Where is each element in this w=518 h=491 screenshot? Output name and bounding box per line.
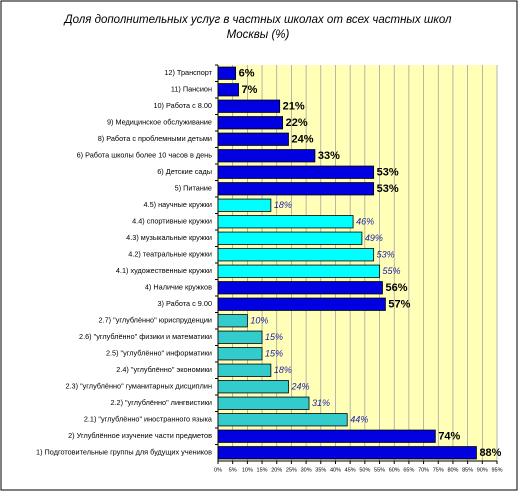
x-tick-label: 40% bbox=[330, 467, 341, 473]
bar bbox=[217, 314, 248, 328]
data-label: 55% bbox=[383, 266, 401, 276]
data-label: 15% bbox=[265, 349, 283, 359]
bar bbox=[217, 198, 272, 212]
data-label: 33% bbox=[318, 150, 340, 162]
x-tick-label: 50% bbox=[359, 467, 370, 473]
y-tick-label: 4.2) театральные кружки bbox=[128, 250, 212, 259]
bar bbox=[217, 116, 284, 130]
data-label: 57% bbox=[388, 299, 410, 311]
y-tick-label: 12) Транспорт bbox=[164, 68, 212, 77]
data-label: 7% bbox=[242, 84, 258, 96]
bar bbox=[217, 429, 436, 443]
x-tick-label: 0% bbox=[214, 467, 222, 473]
x-tick-label: 80% bbox=[447, 467, 458, 473]
bar bbox=[217, 330, 263, 344]
y-tick-label: 5) Питание bbox=[175, 184, 212, 193]
bar bbox=[217, 66, 237, 80]
y-tick-label: 2.3) "углублённо" гуманитарных дисциплин bbox=[65, 382, 212, 391]
data-label: 10% bbox=[250, 316, 268, 326]
x-tick-label: 90% bbox=[477, 467, 488, 473]
data-label: 88% bbox=[479, 447, 501, 459]
bar bbox=[217, 132, 289, 146]
data-label: 22% bbox=[286, 117, 308, 129]
data-label: 24% bbox=[290, 382, 309, 392]
x-tick-label: 75% bbox=[433, 467, 444, 473]
x-tick-label: 10% bbox=[242, 467, 253, 473]
bar bbox=[217, 165, 375, 179]
y-tick-label: 10) Работа с 8.00 bbox=[153, 101, 212, 110]
y-tick-label: 6) Работа школы более 10 часов в день bbox=[77, 151, 213, 160]
x-tick-label: 20% bbox=[271, 467, 282, 473]
y-tick-label: 1) Подготовительные группы для будущих у… bbox=[36, 448, 212, 457]
data-label: 46% bbox=[356, 217, 374, 227]
data-label: 15% bbox=[265, 332, 283, 342]
bar bbox=[217, 363, 272, 377]
y-tick-label: 8) Работа с проблемными детьми bbox=[98, 134, 212, 143]
bar bbox=[217, 297, 386, 311]
bar bbox=[217, 380, 289, 394]
data-label: 53% bbox=[377, 183, 399, 195]
chart-title: Доля дополнительных услуг в частных школ… bbox=[64, 14, 452, 41]
x-tick-label: 15% bbox=[257, 467, 268, 473]
y-tick-label: 4.3) музыкальные кружки bbox=[126, 233, 212, 242]
x-tick-label: 85% bbox=[462, 467, 473, 473]
data-label: 18% bbox=[274, 365, 292, 375]
bar bbox=[217, 99, 281, 113]
x-tick-label: 70% bbox=[418, 467, 429, 473]
y-tick-label: 2.7) "углублённо" юриспруденции bbox=[99, 316, 213, 325]
bar bbox=[217, 182, 375, 196]
plot-area bbox=[218, 65, 497, 461]
data-label: 24% bbox=[291, 134, 313, 146]
y-tick-label: 4.5) научные кружки bbox=[144, 200, 212, 209]
data-label: 53% bbox=[377, 250, 395, 260]
data-label: 18% bbox=[274, 200, 292, 210]
y-tick-label: 2.6) "углублённо" физики и математики bbox=[79, 332, 212, 341]
data-label: 21% bbox=[283, 101, 305, 113]
x-tick-label: 35% bbox=[315, 467, 326, 473]
x-tick-label: 55% bbox=[374, 467, 385, 473]
data-label: 49% bbox=[365, 233, 383, 243]
y-tick-label: 2.2) "углублённо" лингвистики bbox=[110, 398, 212, 407]
x-tick-label: 30% bbox=[301, 467, 312, 473]
bar bbox=[217, 248, 375, 262]
y-tick-label: 4) Наличие кружков bbox=[145, 283, 212, 292]
bar bbox=[217, 264, 380, 278]
x-tick-label: 60% bbox=[389, 467, 400, 473]
data-label: 53% bbox=[377, 167, 399, 179]
bar bbox=[217, 413, 348, 427]
bar bbox=[217, 281, 383, 295]
data-label: 44% bbox=[350, 415, 368, 425]
y-tick-label: 2) Углублённое изучение части предметов bbox=[68, 431, 212, 440]
data-label: 74% bbox=[438, 431, 460, 443]
y-tick-label: 2.4) "углублённо" экономики bbox=[116, 365, 212, 374]
data-label: 31% bbox=[312, 398, 330, 408]
y-tick-label: 3) Работа с 9.00 bbox=[158, 299, 213, 308]
data-label: 56% bbox=[385, 282, 407, 294]
bar bbox=[217, 396, 310, 410]
bar bbox=[217, 347, 263, 361]
y-tick-label: 2.5) "углублённо" информатики bbox=[106, 349, 212, 358]
bar bbox=[217, 215, 354, 229]
bar bbox=[217, 446, 477, 460]
x-tick-label: 65% bbox=[403, 467, 414, 473]
x-tick-label: 45% bbox=[345, 467, 356, 473]
bar bbox=[217, 231, 363, 245]
y-tick-label: 4.4) спортивные кружки bbox=[132, 217, 212, 226]
data-label: 6% bbox=[239, 68, 255, 80]
y-tick-label: 6) Детские сады bbox=[157, 167, 212, 176]
bar bbox=[217, 149, 316, 163]
x-tick-label: 5% bbox=[229, 467, 237, 473]
x-tick-label: 95% bbox=[491, 467, 502, 473]
y-tick-label: 11) Пансион bbox=[171, 85, 212, 94]
y-tick-label: 2.1) "углублённо" иностранного языка bbox=[84, 415, 213, 424]
bar bbox=[217, 83, 239, 97]
y-tick-label: 9) Медицинское обслуживание bbox=[107, 118, 212, 127]
x-tick-label: 25% bbox=[286, 467, 297, 473]
y-tick-label: 4.1) художественные кружки bbox=[116, 266, 212, 275]
